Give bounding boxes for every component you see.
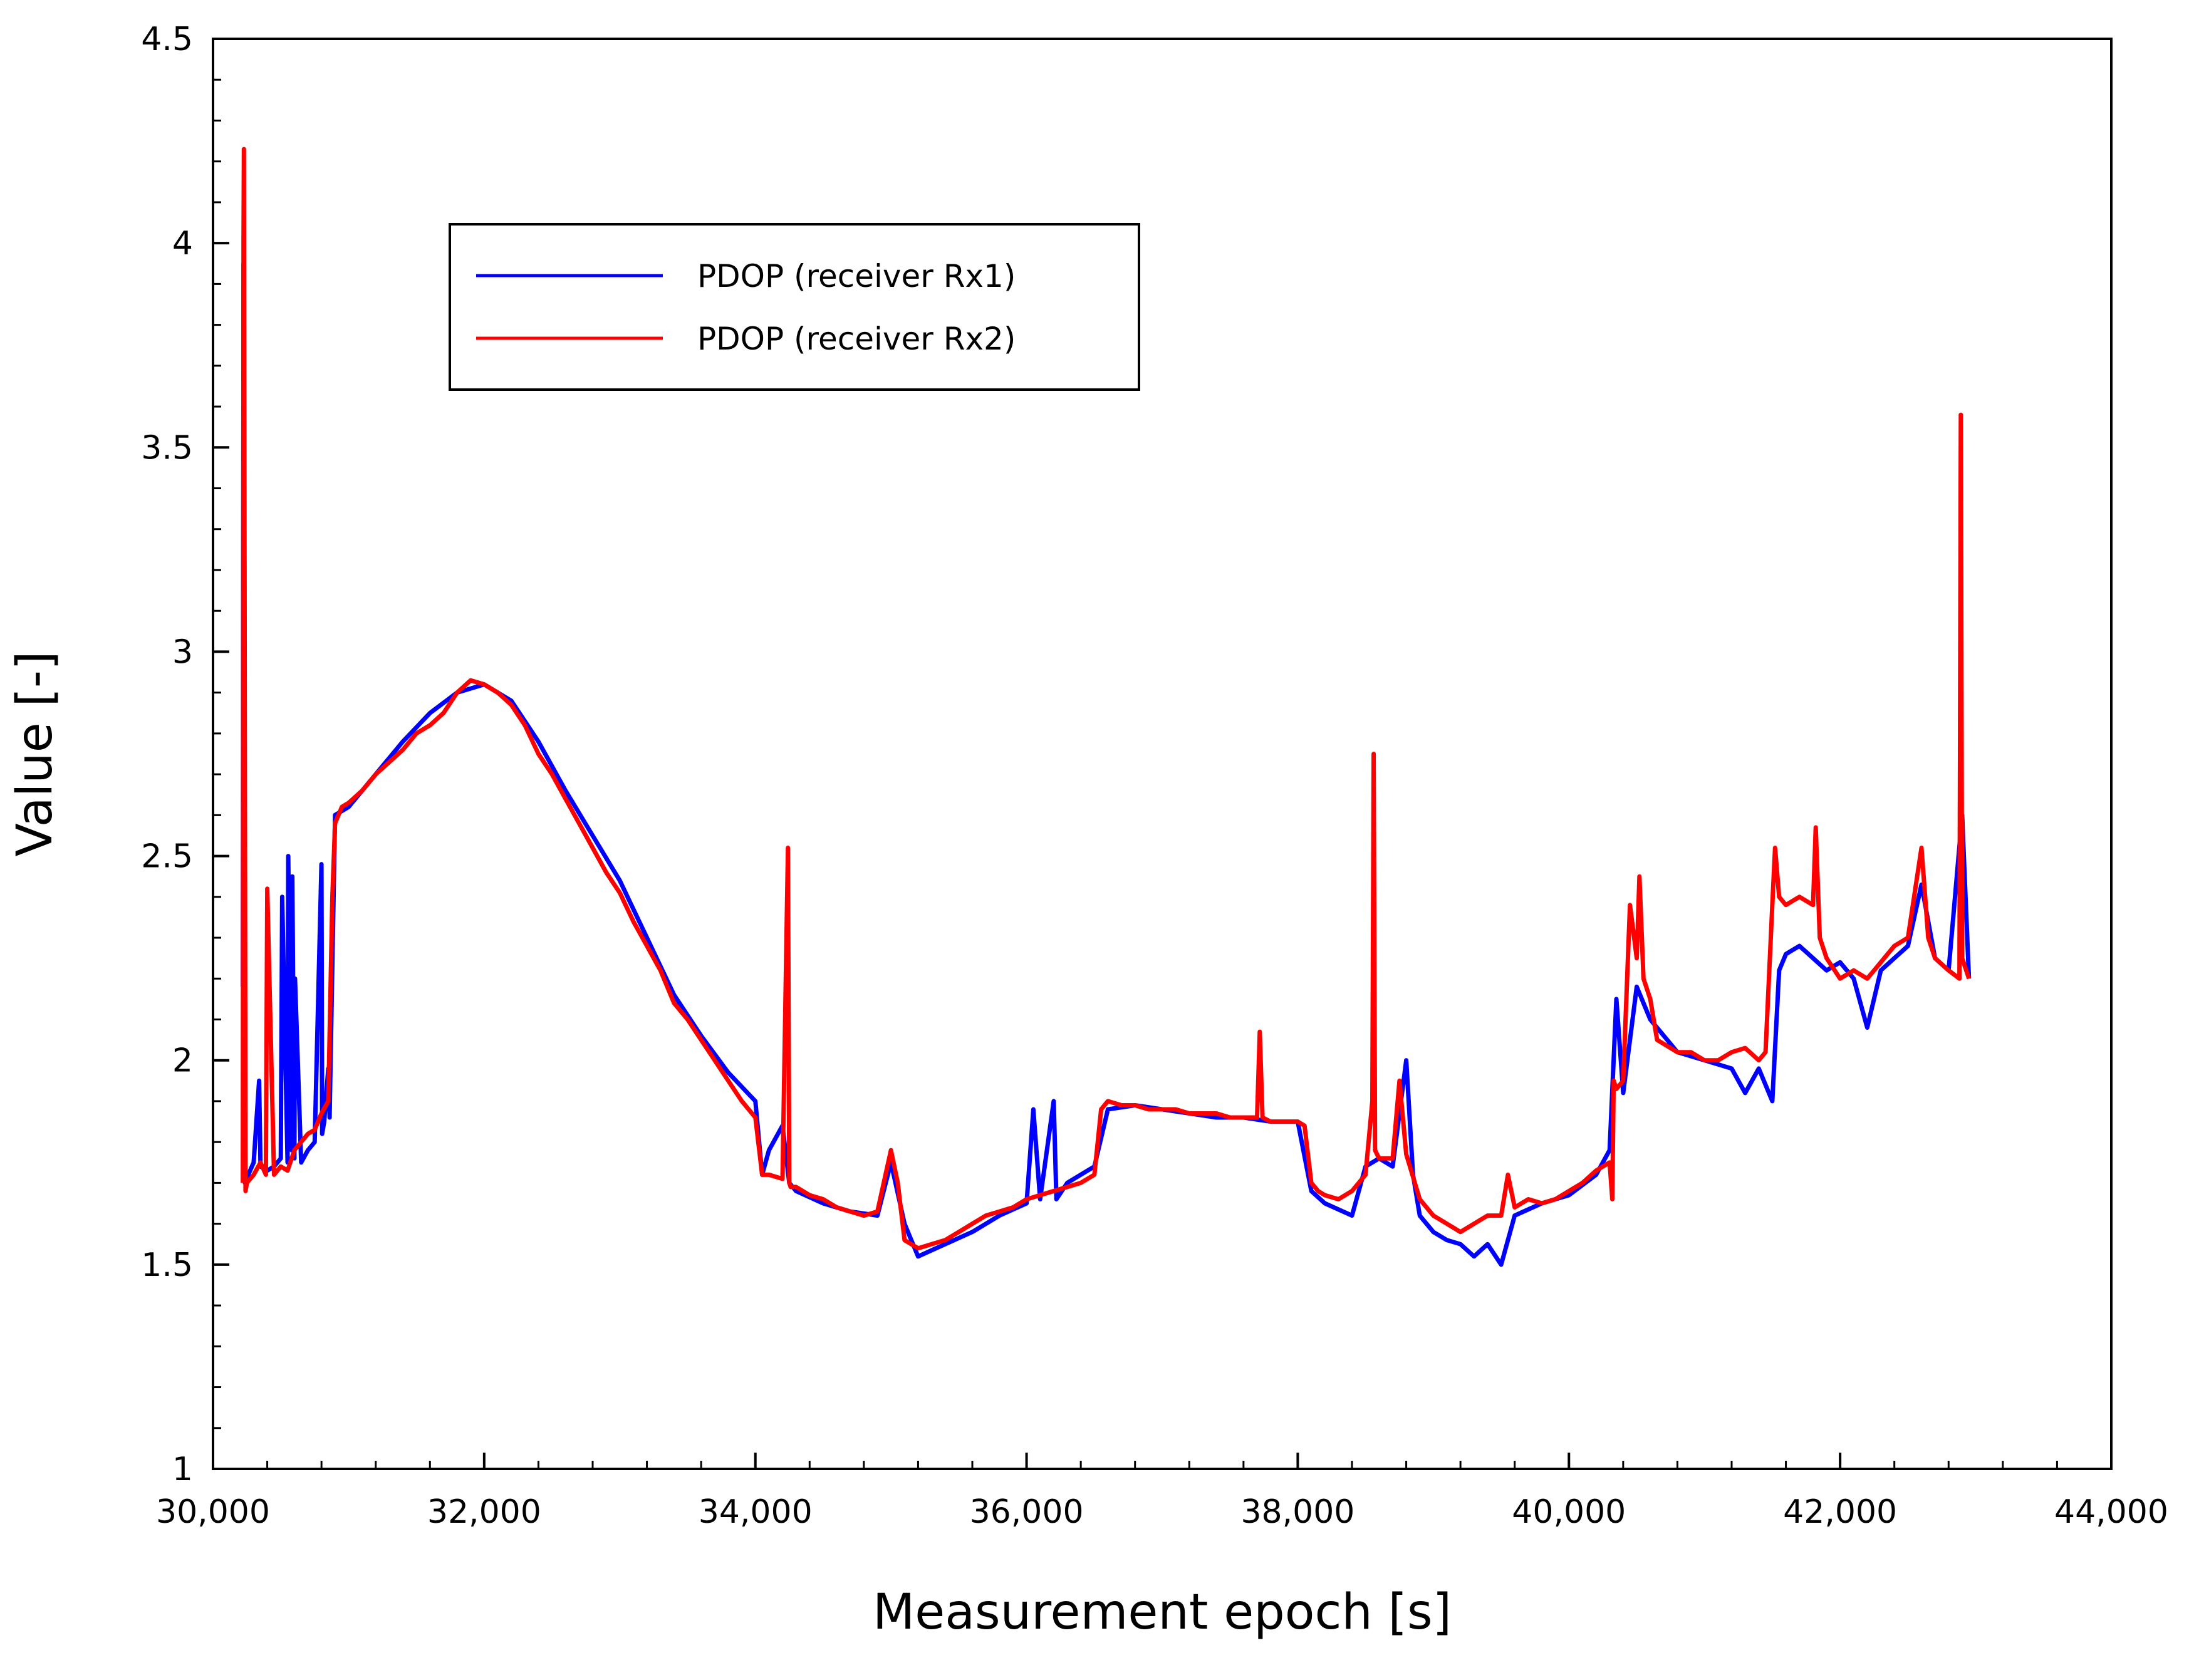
series-line-1 bbox=[241, 261, 1972, 1267]
y-tick-label: 4 bbox=[172, 225, 193, 262]
x-axis-title: Measurement epoch [s] bbox=[873, 1584, 1452, 1641]
y-tick-label: 1 bbox=[172, 1451, 193, 1488]
x-tick-label: 36,000 bbox=[970, 1493, 1084, 1531]
series-layer bbox=[241, 147, 1972, 1267]
ticks-layer: 30,000 32,000 34,000 36,000 38,000 40,000 42,0… bbox=[141, 21, 2168, 1531]
x-tick-label: 34,000 bbox=[699, 1493, 813, 1531]
legend: PDOP (receiver Rx1) PDOP (receiver Rx2) bbox=[449, 223, 1140, 391]
x-tick-label: 30,000 bbox=[156, 1493, 270, 1531]
legend-box bbox=[449, 223, 1140, 391]
x-tick-label: 32,000 bbox=[427, 1493, 541, 1531]
plot-frame bbox=[212, 38, 2113, 1470]
y-tick-label: 3.5 bbox=[141, 429, 193, 467]
series-line-2 bbox=[241, 147, 1972, 1251]
y-tick-label: 4.5 bbox=[141, 21, 193, 58]
x-tick-label: 42,000 bbox=[1783, 1493, 1897, 1531]
y-tick-label: 2.5 bbox=[141, 838, 193, 876]
y-tick-label: 3 bbox=[172, 633, 193, 671]
x-tick-label: 40,000 bbox=[1512, 1493, 1626, 1531]
y-tick-label: 1.5 bbox=[141, 1247, 193, 1284]
x-tick-label: 38,000 bbox=[1240, 1493, 1354, 1531]
legend-label-rx1: PDOP (receiver Rx1) bbox=[697, 258, 1016, 294]
x-tick-label: 44,000 bbox=[2054, 1493, 2168, 1531]
legend-label-rx2: PDOP (receiver Rx2) bbox=[697, 321, 1016, 357]
y-axis-title: Value [-] bbox=[7, 651, 63, 857]
y-tick-label: 2 bbox=[172, 1042, 193, 1080]
